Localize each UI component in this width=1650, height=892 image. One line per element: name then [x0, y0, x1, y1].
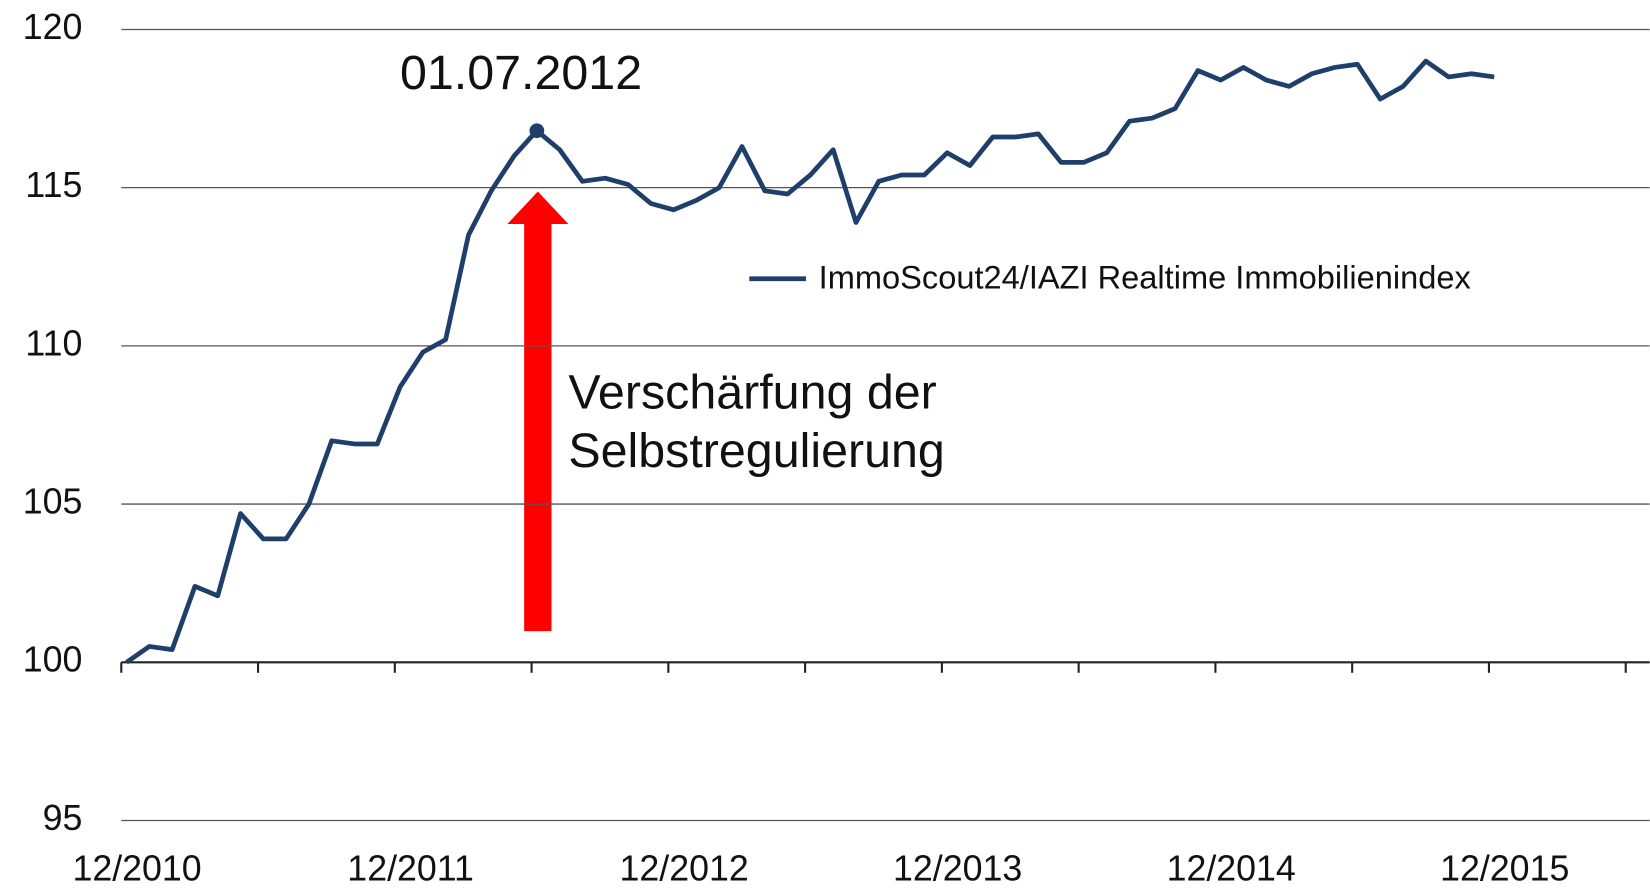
annotation: 01.07.2012 — [400, 46, 642, 100]
y-tick-label: 100 — [23, 640, 83, 680]
y-tick-label: 120 — [23, 7, 83, 47]
x-tick-label: 12/2012 — [620, 848, 749, 888]
series-line — [125, 58, 1495, 665]
annotation-arrow — [507, 191, 569, 632]
y-tick-label: 105 — [23, 482, 83, 522]
x-tick-label: 12/2013 — [893, 848, 1022, 888]
y-tick-label: 115 — [25, 165, 82, 205]
legend-label: ImmoScout24/IAZI Realtime Immobilieninde… — [819, 258, 1471, 295]
x-tick-label: 12/2010 — [72, 848, 201, 888]
y-tick-label: 110 — [25, 323, 82, 363]
x-tick-label: 12/2011 — [347, 848, 474, 888]
y-tick-label: 95 — [43, 798, 83, 838]
x-tick-label: 12/2015 — [1440, 848, 1569, 888]
x-tick-label: 12/2014 — [1167, 848, 1296, 888]
annotation: Verschärfung der — [568, 365, 936, 419]
peak-marker — [529, 123, 545, 139]
annotation: Selbstregulierung — [568, 424, 945, 478]
